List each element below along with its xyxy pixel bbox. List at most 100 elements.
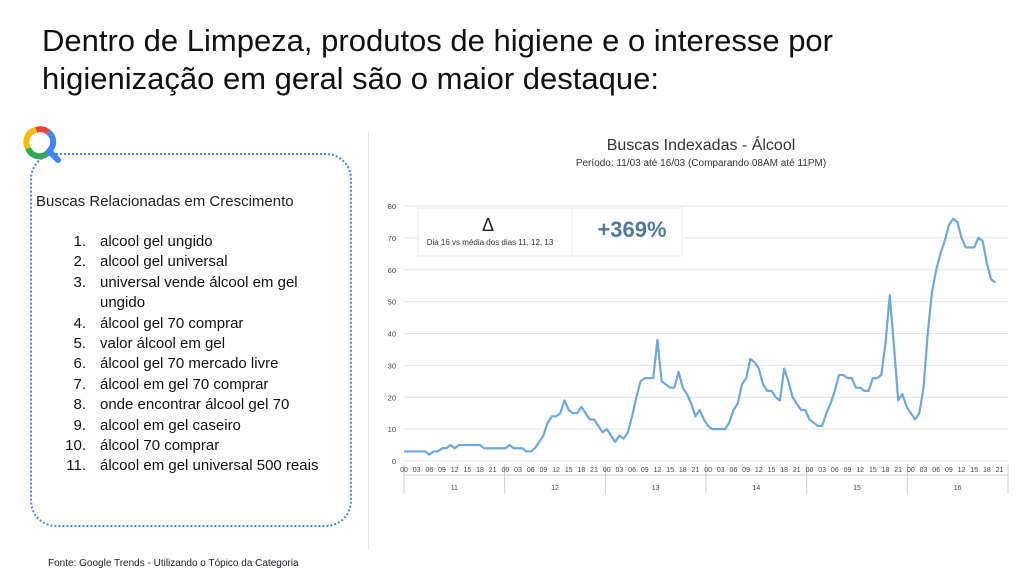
list-item-text: valor álcool em gel: [100, 335, 226, 353]
y-tick-label: 60: [388, 266, 396, 275]
day-label: 16: [954, 485, 962, 492]
x-tick-label: 12: [552, 467, 560, 474]
x-tick-label: 15: [869, 467, 877, 474]
x-tick-label: 18: [476, 467, 484, 474]
x-tick-label: 12: [755, 467, 763, 474]
y-tick-label: 50: [388, 298, 396, 307]
x-tick-label: 21: [590, 467, 598, 474]
list-item-number: 8.: [73, 396, 86, 414]
x-tick-label: 06: [527, 467, 535, 474]
x-tick-label: 09: [844, 467, 852, 474]
list-item: 9. alcool em gel caseiro: [46, 416, 336, 436]
x-tick-label: 21: [793, 467, 801, 474]
x-tick-label: 21: [996, 467, 1004, 474]
x-tick-label: 18: [679, 467, 687, 474]
divider: [368, 132, 369, 550]
list-item-number: 5.: [73, 335, 86, 353]
list-item-text: álcool em gel 70 comprar: [100, 375, 269, 393]
x-tick-label: 00: [501, 467, 509, 474]
x-tick-label: 18: [983, 467, 991, 474]
x-tick-label: 00: [603, 467, 611, 474]
related-searches-list: 1. alcool gel ungido 2. alcool gel universa…: [46, 232, 336, 477]
list-item-text: alcool em gel caseiro: [100, 416, 241, 434]
x-tick-label: 00: [806, 467, 814, 474]
list-item-text: onde encontrar álcool gel 70: [100, 396, 290, 414]
delta-value: +369%: [597, 217, 666, 242]
list-item-number: 1.: [73, 233, 86, 250]
x-tick-label: 09: [539, 467, 547, 474]
list-item-text: álcool em gel universal 500 reais: [100, 457, 319, 475]
x-tick-label: 18: [578, 467, 586, 474]
list-item-number: 9.: [73, 416, 86, 434]
y-tick-label: 70: [388, 234, 396, 243]
list-item: 11. álcool em gel universal 500 reais: [46, 456, 336, 476]
series-line: [404, 217, 996, 456]
x-tick-label: 03: [717, 467, 725, 474]
chart-subtitle: Período: 11/03 até 16/03 (Comparando 08A…: [576, 158, 826, 169]
x-tick-label: 03: [920, 467, 928, 474]
list-item-text: alcool gel universal: [100, 253, 228, 271]
x-tick-label: 15: [970, 467, 978, 474]
list-item: 3. universal vende álcool em gel ungido: [46, 273, 336, 314]
x-tick-label: 15: [768, 467, 776, 474]
y-tick-label: 40: [388, 330, 396, 339]
y-tick-label: 20: [388, 393, 396, 402]
x-tick-label: 06: [425, 467, 433, 474]
list-item-number: 11.: [66, 457, 86, 475]
list-item: 8. onde encontrar álcool gel 70: [46, 395, 336, 415]
x-tick-label: 15: [463, 467, 471, 474]
source-note: Fonte: Google Trends - Utilizando o Tópi…: [48, 558, 299, 569]
y-tick-label: 0: [392, 457, 396, 466]
list-item: 4. álcool gel 70 comprar: [46, 314, 336, 334]
day-label: 14: [752, 485, 760, 492]
delta-note: Dia 16 vs média dos dias 11, 12, 13: [427, 238, 554, 247]
x-tick-label: 00: [704, 467, 712, 474]
list-item-text: álcool gel 70 mercado livre: [100, 355, 279, 373]
x-tick-label: 15: [666, 467, 674, 474]
x-tick-label: 21: [692, 467, 700, 474]
delta-symbol: Δ: [482, 215, 494, 235]
x-tick-label: 03: [413, 467, 421, 474]
x-tick-label: 06: [730, 467, 738, 474]
x-tick-label: 06: [831, 467, 839, 474]
x-tick-label: 21: [489, 467, 497, 474]
list-item-text: álcool gel 70 comprar: [100, 314, 244, 332]
related-searches-heading: Buscas Relacionadas em Crescimento: [36, 193, 294, 210]
slide-title: Dentro de Limpeza, produtos de higiene e…: [42, 23, 833, 96]
list-item-number: 3.: [73, 273, 86, 291]
x-tick-label: 18: [882, 467, 890, 474]
x-tick-label: 09: [641, 467, 649, 474]
chart-title: Buscas Indexadas - Álcool: [607, 135, 796, 154]
x-tick-label: 00: [400, 467, 408, 474]
day-label: 11: [451, 485, 458, 492]
x-tick-label: 06: [628, 467, 636, 474]
y-tick-label: 80: [388, 202, 396, 211]
line-chart: Buscas Indexadas - Álcool Período: 11/03…: [388, 135, 1009, 494]
list-item-number: 7.: [73, 375, 86, 393]
x-tick-label: 09: [438, 467, 446, 474]
x-tick-label: 06: [932, 467, 940, 474]
x-tick-label: 03: [818, 467, 826, 474]
delta-annotation: Δ Dia 16 vs média dos dias 11, 12, 13 +3…: [417, 207, 683, 257]
list-item: 2. alcool gel universal: [46, 252, 336, 272]
x-tick-label: 09: [945, 467, 953, 474]
list-item-number: 2.: [73, 253, 86, 271]
list-item: 1. alcool gel ungido: [46, 232, 336, 252]
list-item-text: alcool gel ungido: [100, 233, 213, 250]
list-item-number: 6.: [73, 355, 86, 373]
x-tick-label: 21: [894, 467, 902, 474]
day-label: 13: [652, 485, 660, 492]
x-tick-label: 12: [451, 467, 459, 474]
list-item: 5. valor álcool em gel: [46, 334, 336, 354]
list-item-text: universal vende álcool em gel ungido: [100, 273, 298, 312]
list-item-number: 4.: [73, 314, 86, 332]
y-axis-ticks: 0 10 20 30 40 50 60 70 80: [388, 202, 396, 466]
related-searches-panel: [30, 153, 352, 527]
list-item-text: álcool 70 comprar: [100, 437, 220, 455]
day-label: 15: [853, 485, 861, 492]
x-axis-ticks: 00 03 06 09 12 15 18 21 11 00 03 06 09 12 15 18 21 12 00 03…: [400, 464, 1009, 494]
x-tick-label: 03: [514, 467, 522, 474]
day-label: 12: [551, 485, 559, 492]
x-tick-label: 15: [565, 467, 573, 474]
x-tick-label: 09: [742, 467, 750, 474]
